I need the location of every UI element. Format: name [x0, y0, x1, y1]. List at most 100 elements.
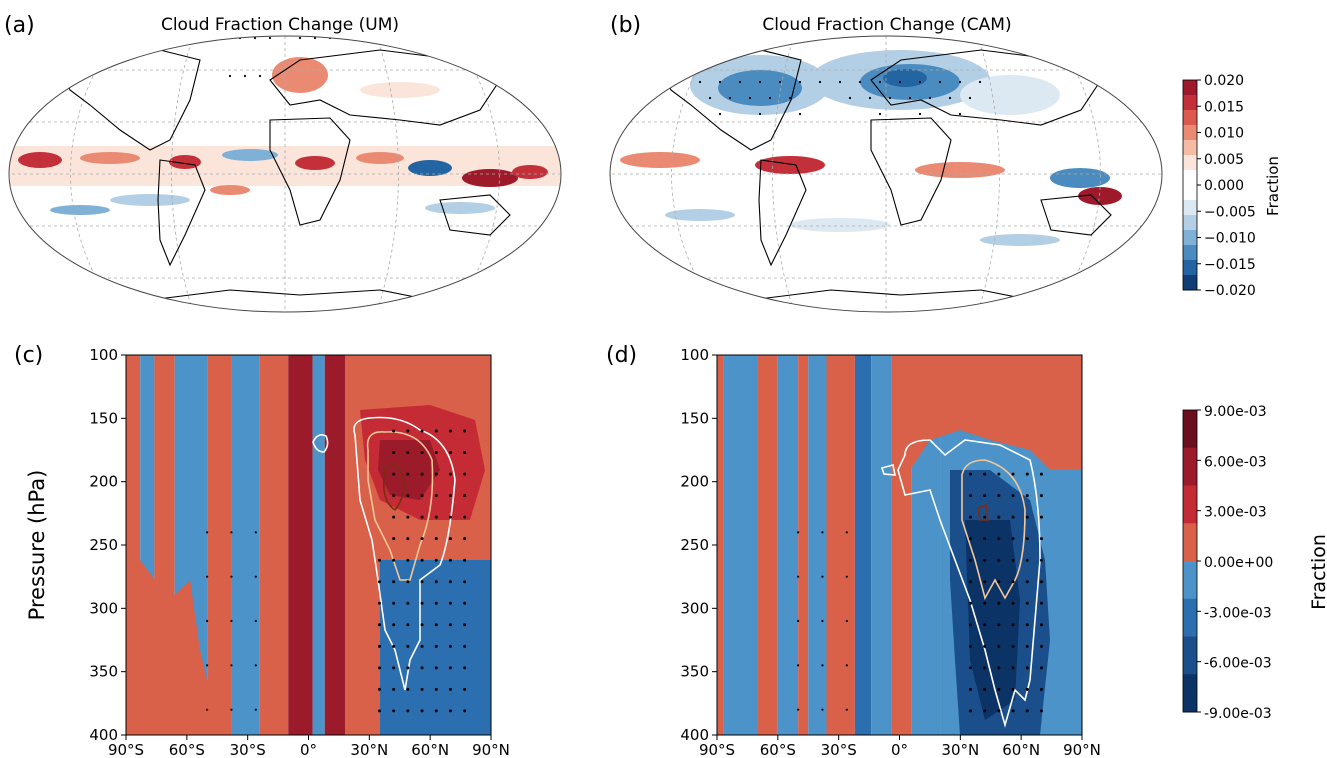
- colorbar-top-tick-label: 0.020: [1204, 73, 1244, 89]
- heatmap-d-cell: [723, 355, 758, 735]
- colorbar-bottom-tick-label: -3.00e-03: [1204, 605, 1272, 621]
- colorbar-top-swatch: [1183, 170, 1197, 186]
- stipple-dot: [434, 537, 438, 541]
- stipple-dot: [1025, 494, 1029, 498]
- stipple-dot: [230, 575, 233, 578]
- stipple-dot: [230, 708, 233, 711]
- colorbar-bottom-swatch: [1183, 447, 1197, 486]
- stipple-dot: [463, 623, 467, 627]
- stipple-dot: [1011, 494, 1015, 498]
- stipple-dot: [254, 619, 257, 623]
- stipple-dot: [434, 601, 438, 605]
- stipple-dot: [206, 619, 209, 623]
- heatmap-d-cell: [808, 355, 827, 735]
- stipple-dot: [377, 666, 381, 670]
- stipple-dot: [254, 531, 257, 534]
- stipple-dot: [406, 623, 410, 627]
- stipple-dot: [377, 580, 381, 584]
- stipple-dot: [448, 472, 452, 476]
- stipple-dot: [392, 709, 396, 713]
- colorbar-bottom: 9.00e-03 6.00e-03 3.00e-03 0.00e+00 -3.00e-0…: [1182, 404, 1273, 722]
- stipple-dot: [797, 664, 800, 667]
- y-tick-label: 300: [89, 599, 118, 617]
- stipple-dot: [254, 664, 257, 667]
- heatmap-c-cell: [259, 355, 289, 735]
- stipple-dot: [434, 558, 438, 562]
- colorbar-top-tick-label: −0.005: [1204, 204, 1256, 220]
- stipple-dot: [420, 429, 424, 433]
- stipple-dot: [448, 494, 452, 498]
- heatmap-c-cell: [312, 355, 325, 735]
- map-a-coastlines: [59, 49, 511, 301]
- stipple-dot: [420, 451, 424, 455]
- x-tick-label: 90°N: [472, 741, 510, 758]
- stipple-dot: [983, 472, 987, 476]
- y-tick-label: 200: [89, 473, 118, 491]
- stipple-dot: [392, 623, 396, 627]
- stipple-dot: [406, 558, 410, 562]
- colorbar-top-tick-label: 0.015: [1204, 99, 1244, 115]
- heatmap-c-cell: [324, 355, 345, 735]
- y-tick-label: 350: [680, 663, 709, 681]
- stipple-dot: [434, 623, 438, 627]
- colorbar-bottom-swatch: [1183, 674, 1197, 713]
- stipple-dot: [392, 580, 396, 584]
- stipple-dot: [1039, 601, 1043, 605]
- colorbar-bottom-swatch: [1183, 485, 1197, 524]
- stipple-dot: [420, 558, 424, 562]
- stipple-dot: [983, 666, 987, 670]
- stipple-dot: [1039, 537, 1043, 541]
- panel-d-label: (d): [606, 343, 637, 368]
- stipple-dot: [406, 494, 410, 498]
- colorbar-top-swatch: [1183, 260, 1197, 276]
- stipple-dot: [392, 687, 396, 691]
- colorbar-top-swatch: [1183, 275, 1197, 291]
- stipple-dot: [983, 687, 987, 691]
- colorbar-top-swatch: [1183, 185, 1197, 201]
- stipple-dot: [230, 531, 233, 534]
- stipple-dot: [463, 558, 467, 562]
- colorbar-top-tick-label: −0.010: [1204, 231, 1256, 247]
- stipple-dot: [420, 515, 424, 519]
- stipple-dot: [406, 515, 410, 519]
- stipple-dot: [420, 580, 424, 584]
- colorbar-top-swatch: [1183, 140, 1197, 156]
- stipple-dot: [1011, 515, 1015, 519]
- stipple-dot: [206, 531, 209, 534]
- stipple-dot: [377, 558, 381, 562]
- stipple-dot: [968, 537, 972, 541]
- x-tick-label: 30°N: [941, 741, 979, 758]
- stipple-dot: [997, 623, 1001, 627]
- stipple-dot: [1025, 472, 1029, 476]
- stipple-dot: [463, 644, 467, 648]
- stipple-dot: [434, 709, 438, 713]
- colorbar-top-swatch: [1183, 80, 1197, 96]
- stipple-dot: [1039, 558, 1043, 562]
- stipple-dot: [448, 644, 452, 648]
- stipple-dot: [420, 601, 424, 605]
- stipple-dot: [968, 601, 972, 605]
- stipple-dot: [434, 472, 438, 476]
- colorbar-top-tick-label: 0.010: [1204, 126, 1244, 142]
- stipple-dot: [1011, 644, 1015, 648]
- stipple-dot: [406, 429, 410, 433]
- stipple-dot: [1025, 558, 1029, 562]
- colorbar-top-swatch: [1183, 200, 1197, 216]
- stipple-dot: [254, 708, 257, 711]
- stipple-dot: [420, 472, 424, 476]
- stipple-dot: [845, 619, 848, 623]
- stipple-dot: [1011, 623, 1015, 627]
- y-tick-label: 100: [680, 346, 709, 364]
- stipple-dot: [448, 515, 452, 519]
- heatmap-d-blobs: [895, 355, 1082, 735]
- stipple-dot: [448, 558, 452, 562]
- stipple-dot: [797, 575, 800, 578]
- stipple-dot: [968, 687, 972, 691]
- stipple-dot: [206, 708, 209, 711]
- stipple-dot: [448, 709, 452, 713]
- stipple-dot: [420, 494, 424, 498]
- stipple-dot: [968, 515, 972, 519]
- stipple-dot: [997, 601, 1001, 605]
- colorbar-bottom-swatch: [1183, 636, 1197, 675]
